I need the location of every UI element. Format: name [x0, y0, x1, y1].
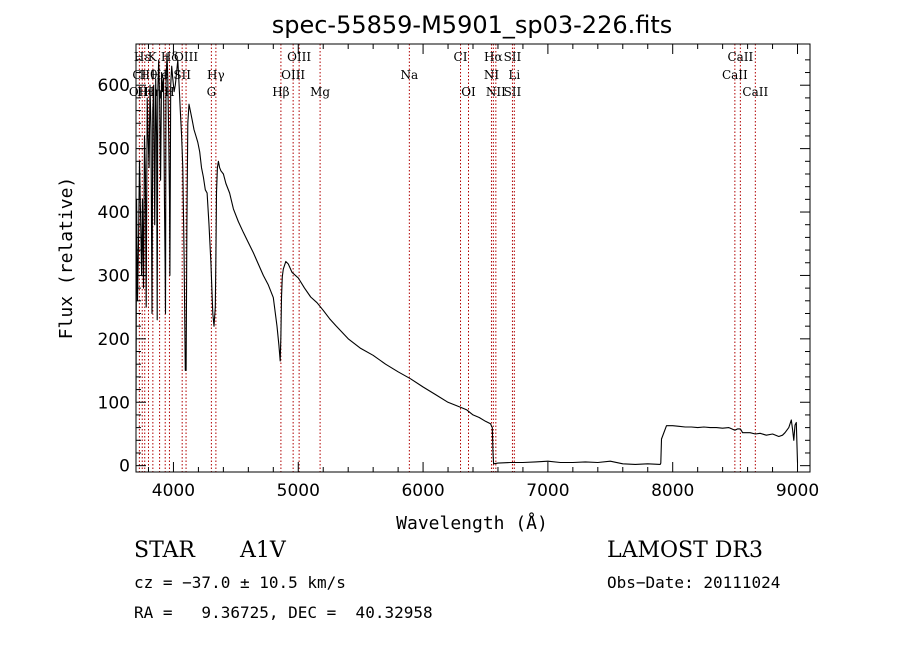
spectral-line-label: OIII — [174, 50, 198, 64]
y-axis-label: Flux (relative) — [56, 177, 77, 340]
spectral-line-label: CaII — [727, 50, 753, 64]
spectral-line-label: Hε — [134, 50, 151, 64]
coordinates: RA = 9.36725, DEC = 40.32958 — [134, 603, 433, 622]
series-layer — [135, 52, 799, 465]
x-tick-label: 5000 — [277, 481, 320, 501]
x-tick-label: 4000 — [152, 481, 195, 501]
object-class: STAR — [134, 538, 195, 563]
spectral-line-label: Hθ — [140, 68, 158, 82]
series-line-spectrum — [135, 52, 799, 465]
spectral-line-label: G — [207, 85, 217, 99]
spectral-line-label: OIII — [287, 50, 311, 64]
y-tick-label: 600 — [98, 76, 130, 96]
spectral-line-label: CI — [454, 50, 468, 64]
x-tick-label: 6000 — [401, 481, 444, 501]
spectral-line-label: K — [148, 50, 158, 64]
spectral-line-label: Hα — [484, 50, 503, 64]
spectral-line-label: SII — [504, 85, 522, 99]
survey-name: LAMOST DR3 — [607, 538, 763, 563]
plot-frame — [135, 43, 811, 473]
chart-title: spec-55859-M5901_sp03-226.fits — [272, 11, 673, 39]
y-tick-label: 500 — [98, 140, 130, 160]
x-axis-label: Wavelength (Å) — [396, 512, 548, 534]
spectral-line-label: H — [164, 85, 174, 99]
x-tick-label: 9000 — [776, 481, 819, 501]
y-tick-label: 100 — [98, 393, 130, 413]
spectral-line-label: Hι — [137, 85, 152, 99]
y-ticks: 0 100 200 300 400 500 600 — [98, 59, 810, 477]
spectral-line-label: OIII — [281, 68, 305, 82]
spectral-line-label: I — [163, 68, 168, 82]
spectral-line-label: Mg — [310, 85, 330, 99]
spectral-line-label: NII — [486, 85, 506, 99]
spectral-line-label: CaII — [722, 68, 748, 82]
y-tick-label: 0 — [119, 457, 130, 477]
spectral-line-label: Hδ — [161, 50, 179, 64]
spectral-line-label: Na — [401, 68, 419, 82]
y-tick-label: 200 — [98, 330, 130, 350]
spectral-line-markers — [138, 44, 756, 472]
spectral-line-label: CaII — [742, 85, 768, 99]
spectral-line-label: OII — [129, 85, 149, 99]
spectral-line-label: Hβ — [272, 85, 289, 99]
obs-date: Obs−Date: 20111024 — [607, 573, 781, 592]
spectral-line-label: NI — [484, 68, 500, 82]
spectral-line-label: Li — [508, 68, 520, 82]
x-ticks: 4000 5000 6000 7000 8000 9000 — [147, 44, 819, 501]
spectral-line-label: OI — [461, 85, 476, 99]
x-tick-label: 8000 — [651, 481, 694, 501]
x-tick-label: 7000 — [526, 481, 569, 501]
object-subclass: A1V — [240, 538, 286, 563]
spectral-line-label: Hγ — [207, 68, 225, 82]
spectral-line-label: SII — [173, 68, 191, 82]
y-tick-label: 400 — [98, 203, 130, 223]
redshift-cz: cz = −37.0 ± 10.5 km/s — [134, 573, 346, 592]
y-tick-label: 300 — [98, 266, 130, 286]
spectral-line-label: SII — [504, 50, 522, 64]
